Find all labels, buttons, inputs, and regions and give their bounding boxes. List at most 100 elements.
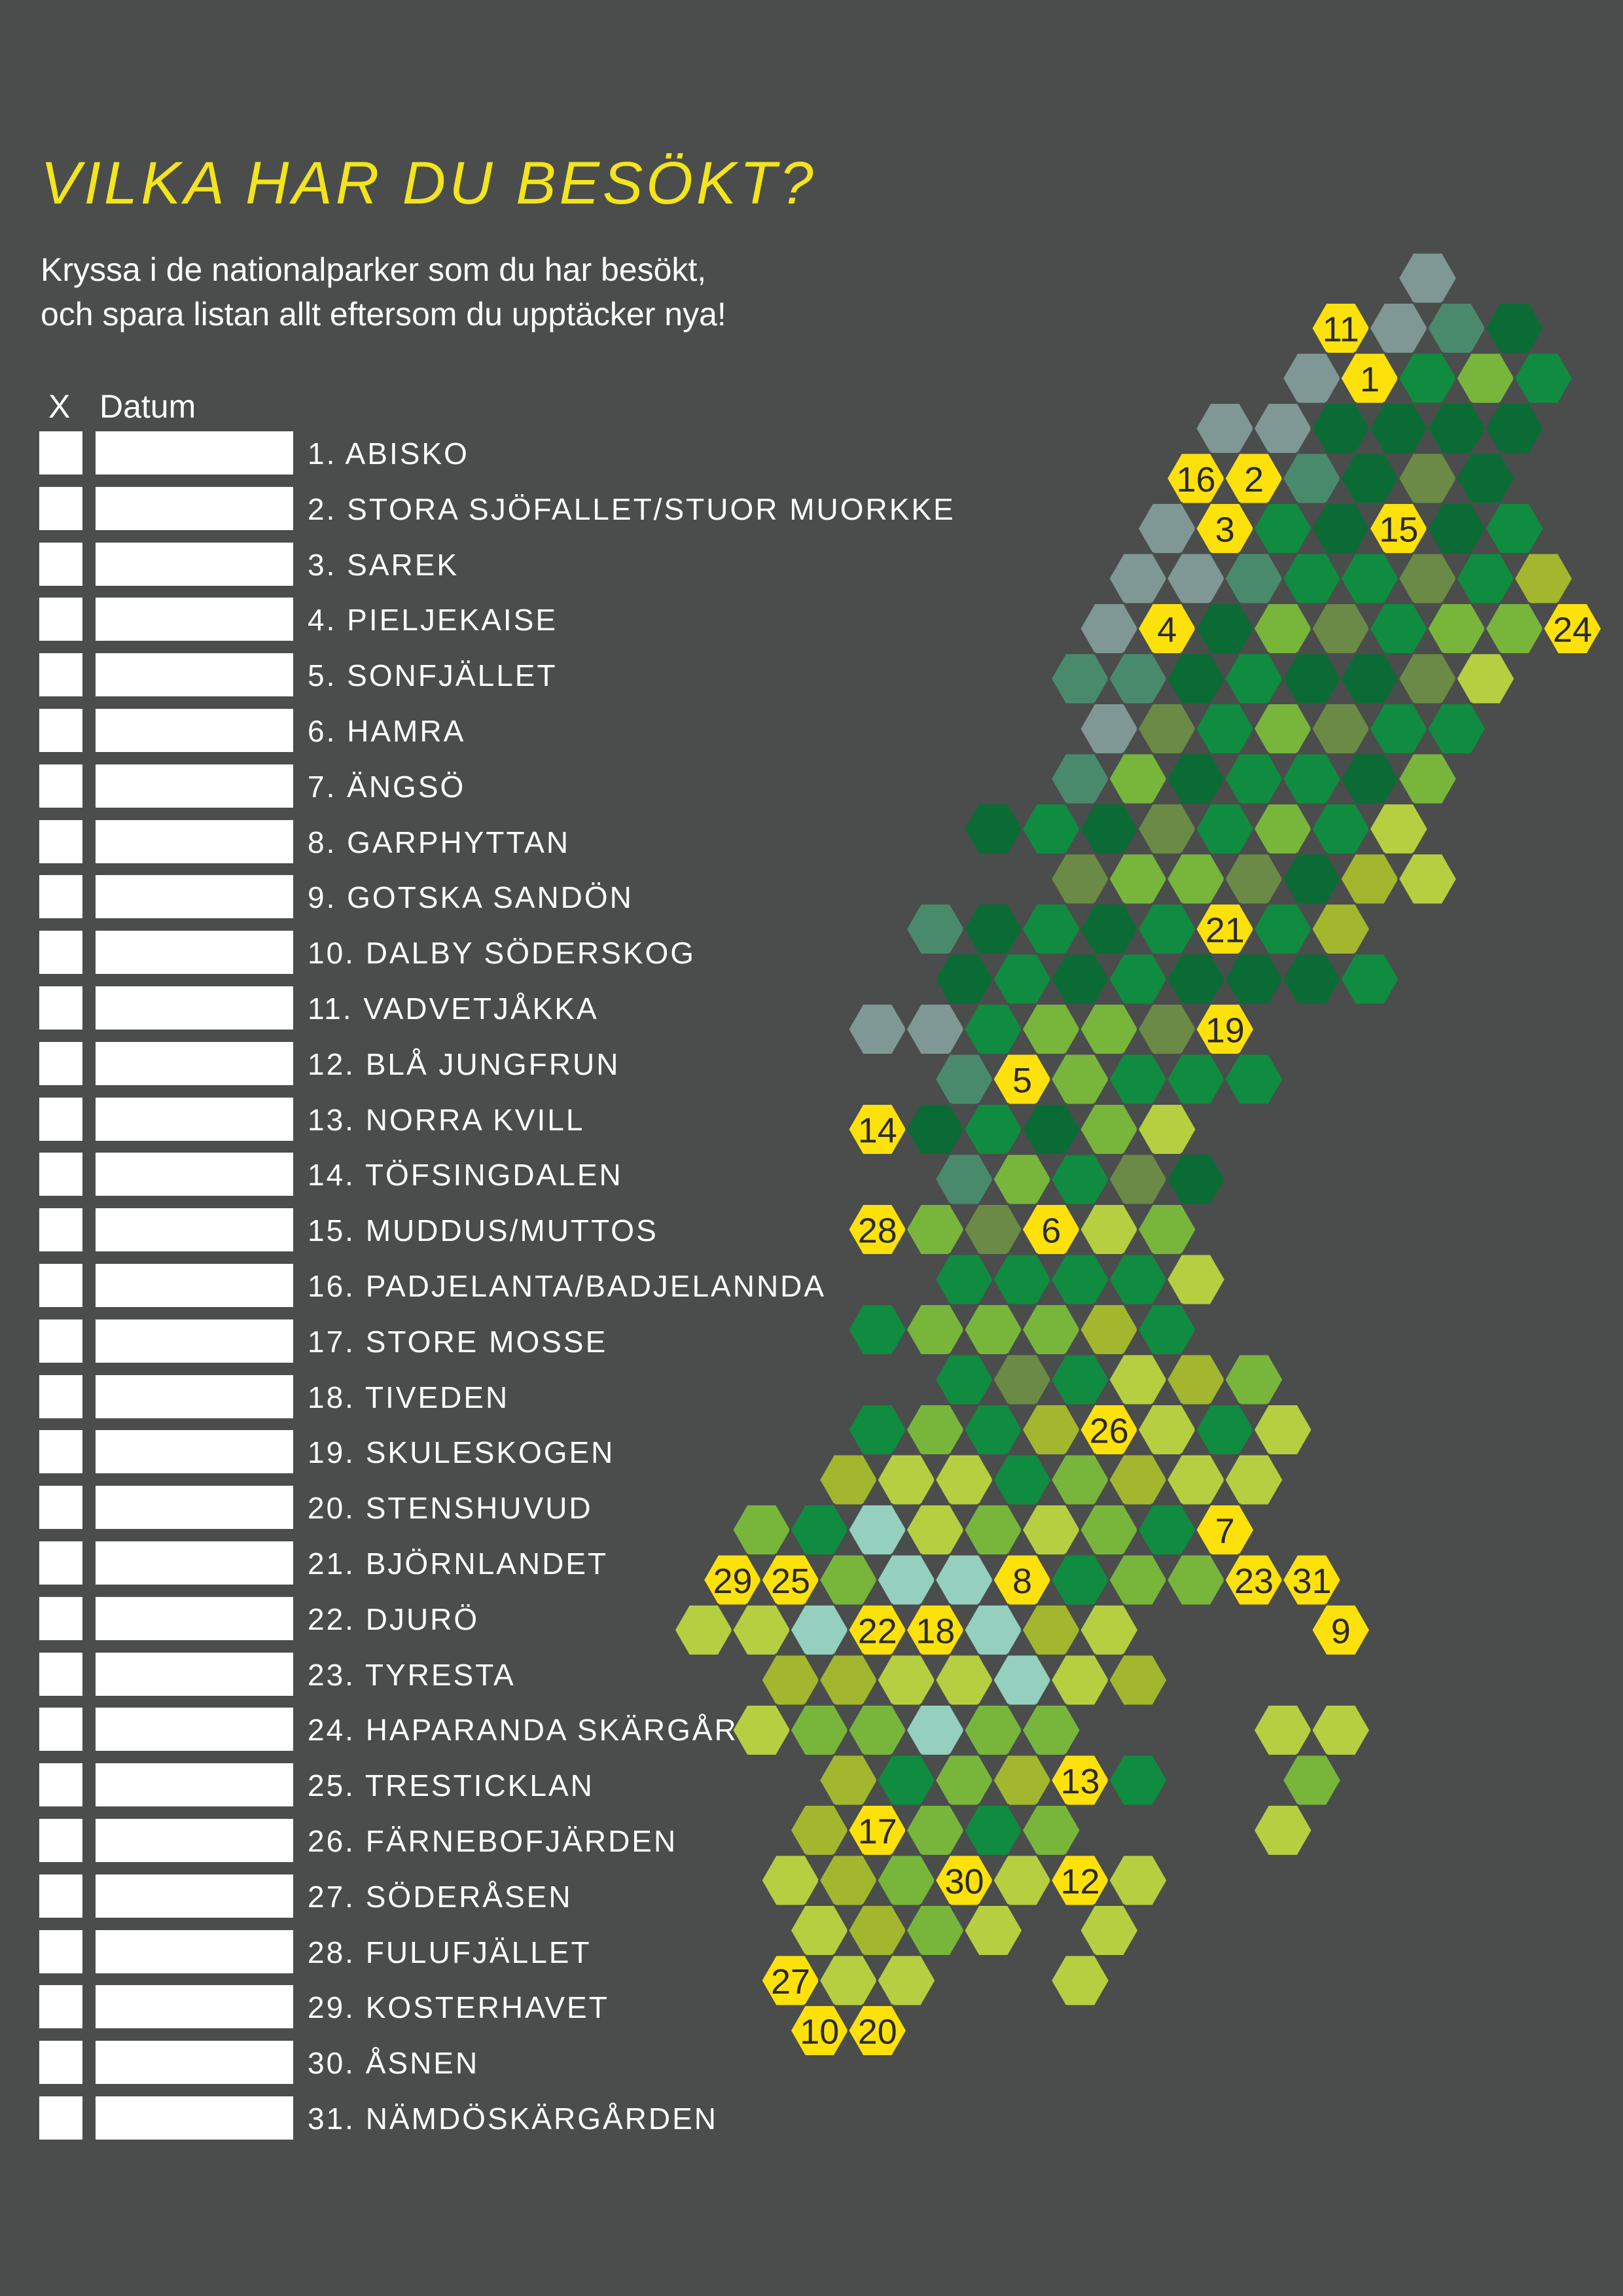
park-marker-number: 19 bbox=[1205, 1011, 1245, 1050]
date-field[interactable] bbox=[96, 1985, 293, 2029]
map-hex bbox=[933, 1052, 995, 1106]
visited-checkbox[interactable] bbox=[39, 653, 82, 697]
date-field[interactable] bbox=[96, 2096, 293, 2140]
visited-checkbox[interactable] bbox=[39, 598, 82, 641]
visited-checkbox[interactable] bbox=[39, 1097, 82, 1141]
visited-checkbox[interactable] bbox=[39, 1652, 82, 1696]
map-hex bbox=[1223, 752, 1285, 806]
date-field[interactable] bbox=[96, 653, 293, 697]
visited-checkbox[interactable] bbox=[39, 1041, 82, 1085]
date-field[interactable] bbox=[96, 1763, 293, 1807]
park-marker-number: 17 bbox=[858, 1812, 897, 1852]
visited-checkbox[interactable] bbox=[39, 931, 82, 975]
map-hex bbox=[876, 1653, 937, 1707]
map-hex bbox=[1310, 903, 1372, 956]
date-field[interactable] bbox=[96, 542, 293, 586]
map-hex bbox=[904, 1503, 967, 1556]
date-field[interactable] bbox=[96, 764, 293, 808]
date-field[interactable] bbox=[96, 708, 293, 752]
map-hex bbox=[963, 1804, 1024, 1857]
visited-checkbox[interactable] bbox=[39, 1985, 82, 2029]
map-hex bbox=[963, 1604, 1024, 1657]
visited-checkbox[interactable] bbox=[39, 1374, 82, 1418]
map-hex bbox=[1020, 1303, 1082, 1356]
date-field[interactable] bbox=[96, 1486, 293, 1530]
park-marker-hex bbox=[1223, 1553, 1285, 1607]
date-field[interactable] bbox=[96, 1374, 293, 1418]
checkbox-column-header: X bbox=[48, 388, 71, 425]
map-hex bbox=[1455, 351, 1516, 405]
map-hex bbox=[904, 1704, 967, 1757]
date-field[interactable] bbox=[96, 1929, 293, 1973]
date-field[interactable] bbox=[96, 486, 293, 530]
visited-checkbox[interactable] bbox=[39, 2096, 82, 2140]
park-name: 30. ÅSNEN bbox=[308, 2046, 480, 2081]
date-field[interactable] bbox=[96, 2041, 293, 2085]
date-field[interactable] bbox=[96, 1596, 293, 1640]
visited-checkbox[interactable] bbox=[39, 1486, 82, 1530]
visited-checkbox[interactable] bbox=[39, 708, 82, 752]
map-hex bbox=[1310, 702, 1372, 755]
visited-checkbox[interactable] bbox=[39, 1263, 82, 1307]
date-field[interactable] bbox=[96, 1430, 293, 1474]
park-name: 1. ABISKO bbox=[308, 437, 469, 471]
map-hex bbox=[1194, 802, 1256, 855]
date-field[interactable] bbox=[96, 931, 293, 975]
date-field[interactable] bbox=[96, 819, 293, 863]
map-hex bbox=[1165, 952, 1227, 1006]
date-field[interactable] bbox=[96, 431, 293, 475]
visited-checkbox[interactable] bbox=[39, 1430, 82, 1474]
date-field[interactable] bbox=[96, 875, 293, 919]
visited-checkbox[interactable] bbox=[39, 819, 82, 863]
visited-checkbox[interactable] bbox=[39, 875, 82, 919]
map-hex bbox=[1165, 1553, 1227, 1607]
map-hex bbox=[1397, 552, 1459, 605]
visited-checkbox[interactable] bbox=[39, 1541, 82, 1585]
park-marker-number: 1 bbox=[1360, 360, 1380, 399]
visited-checkbox[interactable] bbox=[39, 542, 82, 586]
date-field[interactable] bbox=[96, 1263, 293, 1307]
park-name: 10. DALBY SÖDERSKOG bbox=[308, 936, 696, 971]
visited-checkbox[interactable] bbox=[39, 1708, 82, 1751]
date-field[interactable] bbox=[96, 1153, 293, 1196]
visited-checkbox[interactable] bbox=[39, 1208, 82, 1252]
visited-checkbox[interactable] bbox=[39, 1319, 82, 1363]
park-marker-number: 3 bbox=[1215, 511, 1235, 550]
visited-checkbox[interactable] bbox=[39, 1874, 82, 1918]
map-hex bbox=[1079, 1303, 1140, 1356]
visited-checkbox[interactable] bbox=[39, 2041, 82, 2085]
map-hex bbox=[1426, 302, 1488, 355]
visited-checkbox[interactable] bbox=[39, 1763, 82, 1807]
map-hex bbox=[1397, 251, 1459, 305]
date-field[interactable] bbox=[96, 1874, 293, 1918]
date-field[interactable] bbox=[96, 1818, 293, 1862]
date-field[interactable] bbox=[96, 598, 293, 641]
map-hex bbox=[817, 1954, 880, 2007]
visited-checkbox[interactable] bbox=[39, 486, 82, 530]
park-marker-hex bbox=[1049, 1753, 1111, 1807]
park-marker-number: 13 bbox=[1060, 1762, 1099, 1801]
map-hex bbox=[904, 1804, 967, 1857]
visited-checkbox[interactable] bbox=[39, 986, 82, 1030]
date-field[interactable] bbox=[96, 1319, 293, 1363]
map-hex bbox=[731, 1503, 793, 1556]
date-field[interactable] bbox=[96, 1541, 293, 1585]
date-field[interactable] bbox=[96, 1652, 293, 1696]
map-hex bbox=[847, 1003, 908, 1056]
park-marker-number: 28 bbox=[858, 1211, 897, 1251]
park-name: 19. SKULESKOGEN bbox=[308, 1435, 615, 1470]
visited-checkbox[interactable] bbox=[39, 1929, 82, 1973]
visited-checkbox[interactable] bbox=[39, 431, 82, 475]
date-field[interactable] bbox=[96, 1708, 293, 1751]
date-field[interactable] bbox=[96, 1097, 293, 1141]
park-name: 14. TÖFSINGDALEN bbox=[308, 1158, 623, 1193]
visited-checkbox[interactable] bbox=[39, 1153, 82, 1196]
visited-checkbox[interactable] bbox=[39, 1818, 82, 1862]
date-field[interactable] bbox=[96, 1208, 293, 1252]
visited-checkbox[interactable] bbox=[39, 1596, 82, 1640]
visited-checkbox[interactable] bbox=[39, 764, 82, 808]
date-field[interactable] bbox=[96, 986, 293, 1030]
map-hex bbox=[963, 1103, 1024, 1156]
date-field[interactable] bbox=[96, 1041, 293, 1085]
map-hex bbox=[963, 1003, 1024, 1056]
